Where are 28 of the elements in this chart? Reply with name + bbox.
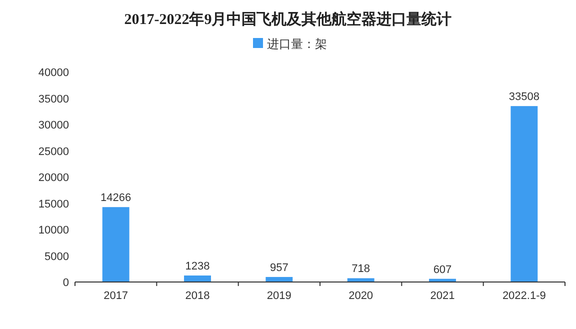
data-label: 33508	[508, 91, 540, 104]
y-tick-label: 30000	[38, 120, 69, 132]
data-label: 957	[270, 262, 288, 274]
y-tick-label: 0	[62, 277, 69, 289]
x-tick-label: 2017	[104, 290, 128, 302]
bar	[347, 278, 374, 282]
bar	[102, 207, 130, 282]
data-label: 1238	[185, 260, 210, 272]
y-tick-label: 10000	[38, 224, 69, 236]
x-tick-label: 2019	[266, 290, 292, 302]
chart-title: 2017-2022年9月中国飞机及其他航空器进口量统计	[124, 10, 452, 28]
bar	[510, 106, 538, 282]
y-tick-label: 35000	[38, 93, 69, 106]
y-tick-label: 40000	[38, 67, 69, 79]
data-label: 718	[352, 263, 370, 276]
x-tick-label: 2021	[430, 290, 455, 302]
x-tick-label: 2020	[348, 290, 374, 302]
bar	[184, 276, 211, 282]
y-tick-label: 20000	[38, 172, 69, 184]
x-tick-label: 2018	[185, 290, 210, 302]
y-tick-label: 25000	[38, 146, 69, 158]
legend-label: 进口量：架	[267, 37, 327, 51]
data-label: 14266	[100, 192, 132, 204]
x-tick-label: 2022.1-9	[502, 290, 546, 302]
bar	[266, 276, 293, 282]
y-tick-label: 5000	[44, 250, 69, 263]
y-tick-label: 15000	[38, 198, 69, 210]
data-label: 607	[433, 264, 452, 276]
